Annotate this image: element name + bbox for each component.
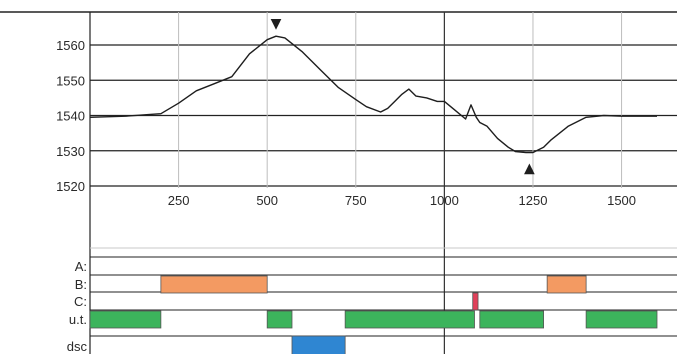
row-label: u.t. — [69, 312, 87, 327]
status-rows — [89, 275, 658, 354]
row-segment — [89, 310, 162, 329]
row-label: B: — [75, 277, 87, 292]
x-tick-label: 250 — [168, 193, 190, 208]
x-tick-labels: 250 500 750 1000 1250 1500 — [168, 193, 636, 208]
y-tick-labels: 1560 1550 1540 1530 1520 — [56, 38, 85, 194]
elevation-series-line — [89, 35, 657, 154]
row-segment — [472, 292, 479, 311]
x-tick-label: 500 — [256, 193, 278, 208]
row-segment — [291, 335, 346, 354]
x-tick-label: 1500 — [607, 193, 636, 208]
row-segment — [585, 310, 658, 329]
y-tick-label: 1520 — [56, 179, 85, 194]
max-marker-icon: ▼ — [271, 16, 282, 32]
y-tick-label: 1560 — [56, 38, 85, 53]
y-tick-label: 1540 — [56, 109, 85, 124]
x-tick-label: 1000 — [430, 193, 459, 208]
row-label: C: — [74, 294, 87, 309]
row-segment — [266, 310, 293, 329]
min-marker-icon: ▲ — [524, 161, 535, 177]
row-label: A: — [75, 259, 87, 274]
extremum-markers: ▼▲ — [271, 16, 535, 176]
row-segment — [479, 310, 544, 329]
elevation-line — [89, 35, 657, 154]
grid — [0, 11, 677, 354]
row-label: dsc — [67, 339, 88, 354]
x-tick-label: 1250 — [519, 193, 548, 208]
row-labels: A: B: C: u.t. dsc — [67, 259, 88, 354]
row-segment — [160, 275, 268, 294]
x-tick-label: 750 — [345, 193, 367, 208]
row-segment — [546, 275, 587, 294]
y-tick-label: 1530 — [56, 144, 85, 159]
row-segment — [344, 310, 475, 329]
y-tick-label: 1550 — [56, 73, 85, 88]
